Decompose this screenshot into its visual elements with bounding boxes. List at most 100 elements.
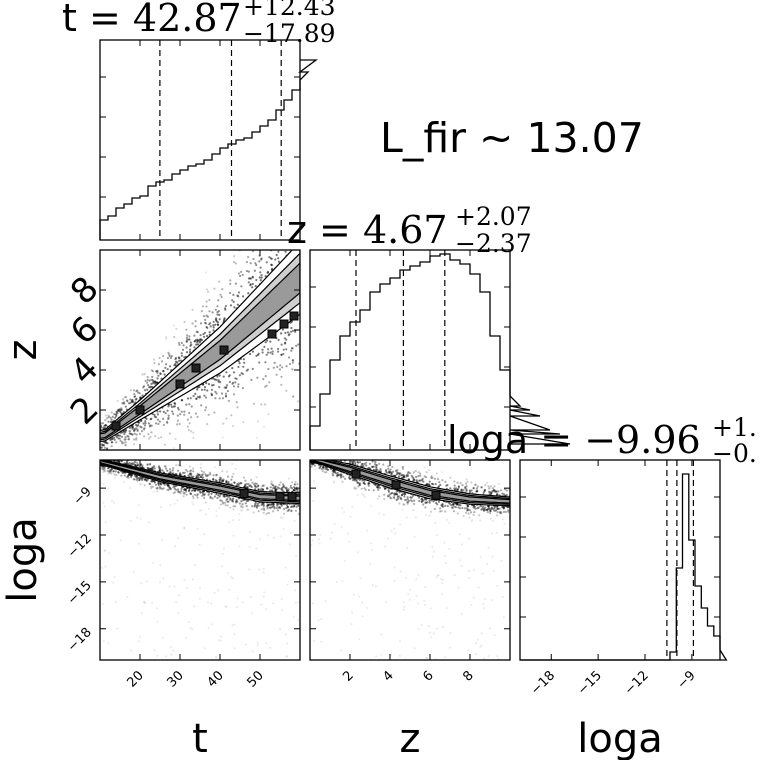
scatter-point bbox=[224, 307, 227, 310]
scatter-point bbox=[243, 361, 246, 364]
scatter-point bbox=[341, 580, 344, 583]
scatter-point bbox=[218, 374, 221, 377]
scatter-point bbox=[425, 471, 428, 474]
scatter-point bbox=[191, 308, 194, 311]
scatter-point bbox=[270, 482, 273, 486]
scatter-point bbox=[138, 392, 141, 395]
scatter-point bbox=[387, 494, 390, 497]
scatter-point bbox=[166, 356, 169, 360]
scatter-point bbox=[242, 358, 245, 361]
scatter-point bbox=[278, 487, 281, 490]
scatter-point bbox=[122, 441, 125, 445]
scatter-point bbox=[272, 602, 275, 605]
scatter-point bbox=[159, 581, 162, 584]
scatter-point bbox=[378, 486, 381, 489]
scatter-point bbox=[430, 482, 434, 485]
scatter-point bbox=[294, 488, 297, 491]
scatter-point bbox=[234, 381, 237, 384]
scatter-point bbox=[183, 488, 186, 491]
scatter-point bbox=[437, 500, 440, 503]
scatter-point bbox=[489, 517, 492, 520]
scatter-point bbox=[133, 478, 136, 481]
xlabel-loga: loga bbox=[577, 716, 663, 760]
scatter-point bbox=[248, 545, 251, 548]
scatter-point bbox=[148, 482, 151, 485]
scatter-point bbox=[198, 597, 201, 600]
scatter-point bbox=[244, 502, 247, 505]
scatter-point bbox=[278, 483, 281, 486]
scatter-point bbox=[251, 275, 254, 278]
scatter-point bbox=[496, 584, 499, 588]
scatter-point bbox=[136, 464, 139, 467]
scatter-point bbox=[459, 559, 462, 562]
scatter-point bbox=[291, 505, 294, 508]
scatter-point bbox=[208, 331, 211, 334]
scatter-point bbox=[139, 425, 142, 428]
scatter-point bbox=[485, 509, 488, 512]
scatter-point bbox=[154, 483, 158, 486]
scatter-point bbox=[156, 486, 159, 489]
scatter-point bbox=[176, 414, 179, 417]
scatter-point bbox=[216, 305, 219, 308]
scatter-point bbox=[423, 599, 426, 602]
scatter-point bbox=[226, 572, 229, 575]
scatter-point bbox=[264, 608, 267, 611]
scatter-point bbox=[432, 632, 435, 635]
scatter-point bbox=[124, 444, 127, 447]
scatter-point bbox=[434, 521, 437, 525]
scatter-point bbox=[203, 331, 207, 334]
scatter-point bbox=[198, 543, 201, 546]
scatter-point bbox=[326, 468, 329, 471]
scatter-point bbox=[351, 611, 354, 614]
scatter-point bbox=[188, 411, 191, 415]
scatter-point bbox=[210, 623, 213, 626]
scatter-point bbox=[472, 513, 475, 517]
scatter-point bbox=[413, 535, 416, 538]
scatter-point bbox=[224, 386, 228, 389]
scatter-point bbox=[402, 601, 405, 604]
scatter-point bbox=[363, 462, 366, 466]
scatter-point bbox=[133, 392, 136, 396]
scatter-point bbox=[163, 483, 166, 486]
density-panel-t-z bbox=[100, 250, 300, 443]
scatter-point bbox=[198, 473, 201, 476]
scatter-point bbox=[358, 595, 361, 598]
scatter-point bbox=[421, 477, 424, 480]
scatter-point bbox=[117, 471, 120, 474]
scatter-point bbox=[112, 470, 115, 473]
scatter-point bbox=[135, 423, 138, 426]
scatter-point bbox=[169, 356, 172, 359]
scatter-point bbox=[291, 359, 295, 362]
scatter-point bbox=[136, 389, 139, 392]
scatter-point bbox=[175, 327, 178, 330]
scatter-point bbox=[180, 490, 183, 493]
scatter-point bbox=[264, 275, 267, 278]
scatter-point bbox=[318, 454, 320, 456]
scatter-point bbox=[482, 509, 485, 512]
scatter-point bbox=[106, 470, 109, 473]
scatter-point bbox=[265, 261, 268, 264]
scatter-point bbox=[405, 516, 408, 519]
scatter-point bbox=[163, 443, 166, 446]
scatter-point bbox=[168, 486, 171, 489]
density-panel-t-loga bbox=[100, 460, 300, 505]
scatter-point bbox=[109, 470, 112, 473]
scatter-point bbox=[379, 470, 382, 473]
scatter-point bbox=[183, 413, 186, 416]
scatter-point bbox=[294, 480, 297, 483]
scatter-point bbox=[183, 320, 186, 324]
scatter-point bbox=[106, 442, 109, 445]
scatter-point bbox=[289, 486, 292, 489]
scatter-point bbox=[225, 480, 228, 484]
scatter-point bbox=[105, 455, 107, 457]
xlabel-z: z bbox=[400, 716, 421, 760]
scatter-point bbox=[191, 501, 194, 504]
scatter-point bbox=[126, 399, 129, 402]
scatter-point bbox=[471, 518, 474, 522]
scatter-point bbox=[138, 479, 141, 482]
scatter-point bbox=[375, 465, 378, 468]
scatter-point bbox=[428, 631, 431, 634]
scatter-point bbox=[124, 436, 127, 439]
scatter-point bbox=[412, 478, 415, 482]
scatter-point bbox=[272, 510, 275, 513]
